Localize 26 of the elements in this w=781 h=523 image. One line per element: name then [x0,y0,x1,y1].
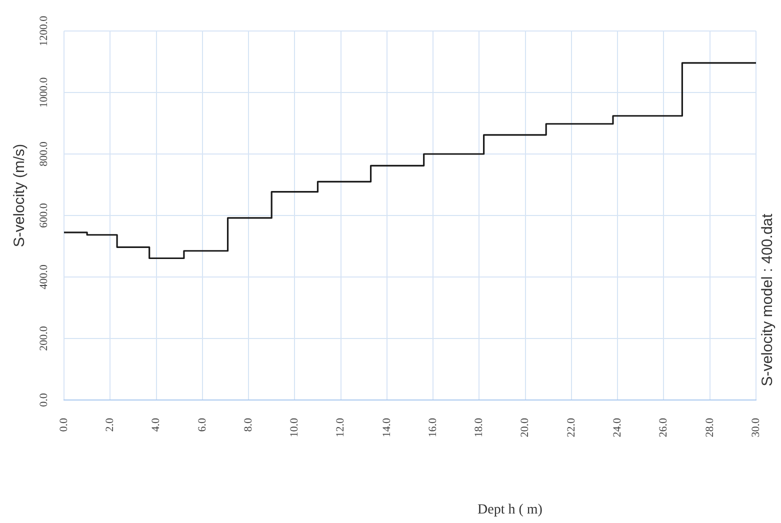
y-tick-label: 200.0 [38,326,50,351]
x-tick-label: 6.0 [196,418,208,432]
x-tick-label: 12.0 [334,418,347,438]
x-tick-label: 28.0 [704,418,716,438]
x-tick-label: 18.0 [473,418,486,438]
text: S-velocity model : 400.dat [759,212,776,386]
x-tick-label: 8.0 [242,418,254,432]
x-tick-label: 30.0 [750,418,762,438]
y-tick-label: 0.0 [38,392,50,407]
x-tick-label: 20.0 [519,418,532,438]
x-tick-label: 16.0 [426,418,439,438]
y-tick-label: 400.0 [38,264,50,290]
x-tick-label: 2.0 [104,418,116,432]
x-axis-title: Dept h ( m) [478,502,543,518]
x-tick-label: 22.0 [565,418,578,438]
y-tick-label: 800.0 [38,141,50,166]
x-tick-label: 14.0 [380,418,393,438]
y-tick-label: 1200.0 [38,15,50,46]
x-tick-label: 4.0 [150,418,162,432]
x-tick-label: 24.0 [611,418,624,438]
y-tick-label: 600.0 [38,202,50,228]
x-tick-label: 10.0 [288,418,301,438]
x-tick-label: 26.0 [658,418,670,438]
y-tick-label: 1000.0 [38,76,50,108]
x-tick-label: 0.0 [58,418,70,432]
y-axis-title: S-velocity (m/s) [11,144,28,248]
